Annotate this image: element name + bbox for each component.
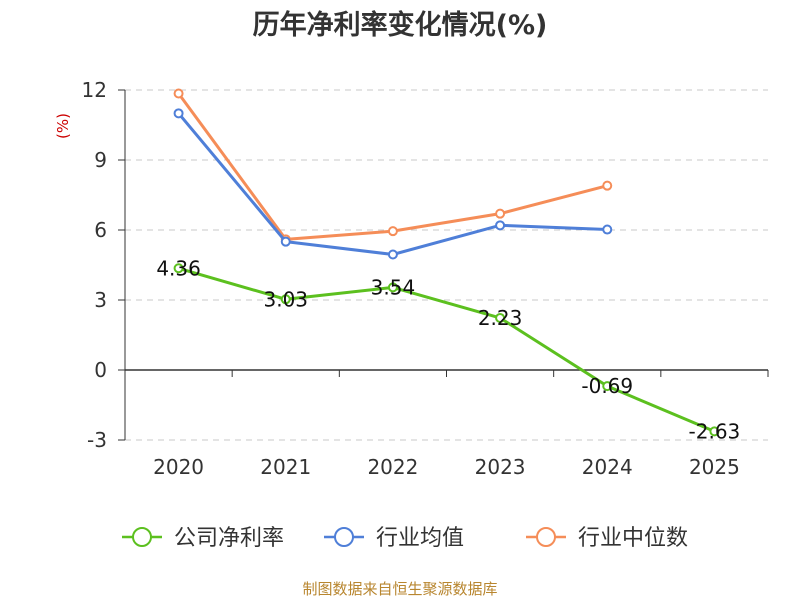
legend-item[interactable]: 行业均值 [324, 526, 464, 551]
y-axis-unit: (%) [54, 113, 72, 139]
data-point[interactable] [602, 180, 613, 191]
data-point[interactable] [495, 208, 506, 219]
data-point[interactable] [173, 88, 184, 99]
legend-label: 行业均值 [376, 526, 464, 551]
y-tick-label: 0 [94, 358, 107, 382]
data-point[interactable] [602, 381, 613, 392]
legend-marker [132, 527, 152, 547]
x-tick-label: 2020 [153, 455, 204, 479]
series-line [178, 266, 716, 433]
legend-marker [536, 527, 556, 547]
data-point[interactable] [602, 224, 613, 235]
x-tick-label: 2022 [367, 455, 418, 479]
x-tick-label: 2024 [582, 455, 633, 479]
data-point[interactable] [495, 220, 506, 231]
grid-lines [125, 89, 768, 441]
y-tick-label: 3 [94, 288, 107, 312]
data-labels: 4.36 3.03 3.54 2.23 -0.69 -2.63 [156, 256, 740, 443]
data-label: 2.23 [478, 306, 523, 330]
x-tick-label: 2023 [475, 455, 526, 479]
data-point[interactable] [173, 108, 184, 119]
data-point[interactable] [387, 249, 398, 260]
y-tick-label: 12 [82, 78, 107, 102]
data-point[interactable] [387, 282, 398, 293]
chart-title: 历年净利率变化情况(%) [253, 9, 548, 41]
x-tick-label: 2025 [689, 455, 740, 479]
data-label: 4.36 [156, 256, 201, 280]
series-line [177, 92, 608, 241]
y-tick-label: -3 [87, 428, 107, 452]
data-point[interactable] [280, 236, 291, 247]
data-point[interactable] [387, 226, 398, 237]
y-tick-label: 6 [94, 218, 107, 242]
axes: -3 0 3 6 9 12 2020 2021 2022 2023 2024 2025 [82, 78, 769, 479]
data-source-note: 制图数据来自恒生聚源数据库 [302, 580, 497, 598]
data-point[interactable] [173, 263, 184, 274]
legend-marker [334, 527, 354, 547]
data-point[interactable] [709, 426, 720, 437]
legend-label: 公司净利率 [174, 526, 284, 551]
data-label: -0.69 [581, 374, 633, 398]
data-label: 3.54 [371, 275, 416, 299]
legend[interactable]: 公司净利率 行业均值 行业中位数 [122, 526, 688, 551]
data-point[interactable] [495, 312, 506, 323]
data-point[interactable] [280, 294, 291, 305]
data-label: -2.63 [689, 419, 741, 443]
legend-item[interactable]: 公司净利率 [122, 526, 284, 551]
x-tick-label: 2021 [260, 455, 311, 479]
y-tick-label: 9 [94, 148, 107, 172]
legend-item[interactable]: 行业中位数 [526, 526, 688, 551]
data-label: 3.03 [263, 287, 308, 311]
series-layer [173, 88, 720, 437]
legend-label: 行业中位数 [578, 526, 688, 551]
